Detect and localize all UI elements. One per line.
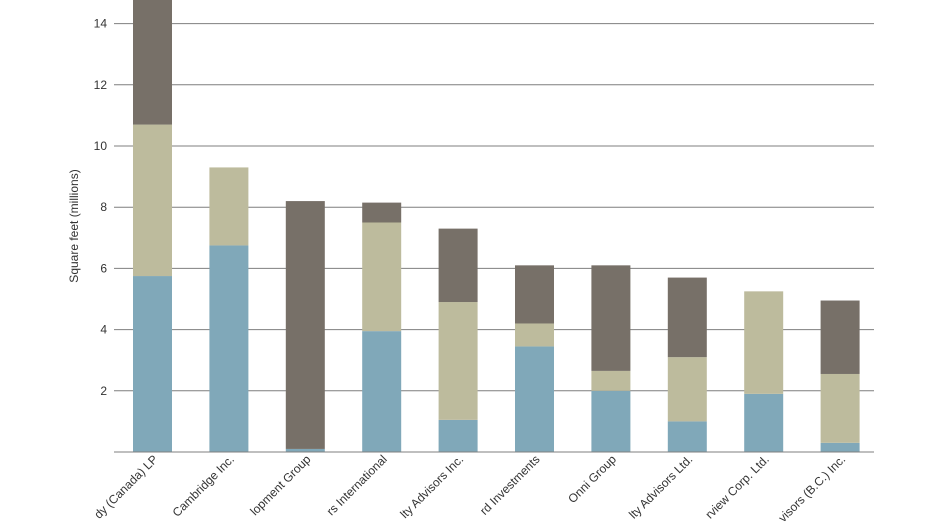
x-category-label: lty Advisors Ltd.: [626, 452, 695, 521]
bars: [114, 0, 874, 453]
bar-segment: [515, 323, 554, 347]
x-category-label: rview Corp. Ltd.: [703, 452, 772, 521]
bar-segment: [209, 167, 249, 246]
bar-segment: [209, 245, 249, 452]
bar-segment: [133, 276, 172, 452]
bar-segment: [744, 291, 784, 394]
x-category-label: Cambridge Inc.: [170, 452, 237, 519]
bar-segment: [820, 300, 860, 374]
bar-segment: [438, 302, 478, 420]
y-axis-tick-labels: 2 4 6 8 10 12 14: [94, 17, 108, 398]
x-category-label: Onni Group: [565, 452, 619, 506]
bar-segment: [362, 331, 402, 452]
x-category-label: lty Advisors Inc.: [397, 452, 466, 521]
bar-segment: [667, 357, 707, 422]
x-category-label: dy (Canada) LP: [91, 452, 160, 521]
bar-segment: [362, 202, 402, 223]
x-category-label: rd Investments: [477, 452, 543, 518]
x-category-label: rs International: [324, 452, 390, 518]
y-tick-label: 8: [100, 200, 107, 214]
bar-segment: [515, 346, 554, 452]
y-tick-label: 2: [100, 384, 107, 398]
bar-segment: [667, 421, 707, 452]
bar-segment: [591, 265, 631, 371]
bar-segment: [820, 373, 860, 443]
bar-segment: [591, 390, 631, 452]
bar-segment: [667, 277, 707, 358]
y-tick-label: 6: [100, 261, 107, 275]
bar-segment: [591, 370, 631, 391]
bar-segment: [438, 419, 478, 452]
y-tick-label: 10: [94, 139, 108, 153]
bar-segment: [285, 448, 325, 452]
bar-segment: [133, 124, 172, 277]
x-category-label: visors (B.C.) Inc.: [776, 452, 849, 525]
x-category-label: lopment Group: [247, 452, 313, 518]
y-tick-label: 4: [100, 323, 107, 337]
x-axis-category-labels: dy (Canada) LP Cambridge Inc. lopment Grou…: [91, 452, 848, 525]
bar-segment: [362, 222, 402, 332]
bar-segment: [133, 0, 172, 125]
bar-segment: [820, 442, 860, 452]
bar-segment: [285, 201, 325, 449]
y-tick-label: 14: [94, 17, 108, 31]
y-tick-label: 12: [94, 78, 108, 92]
bar-segment: [515, 265, 554, 324]
bar-segment: [744, 393, 784, 452]
y-axis-title: Square feet (millions): [67, 169, 81, 282]
bar-segment: [438, 228, 478, 303]
